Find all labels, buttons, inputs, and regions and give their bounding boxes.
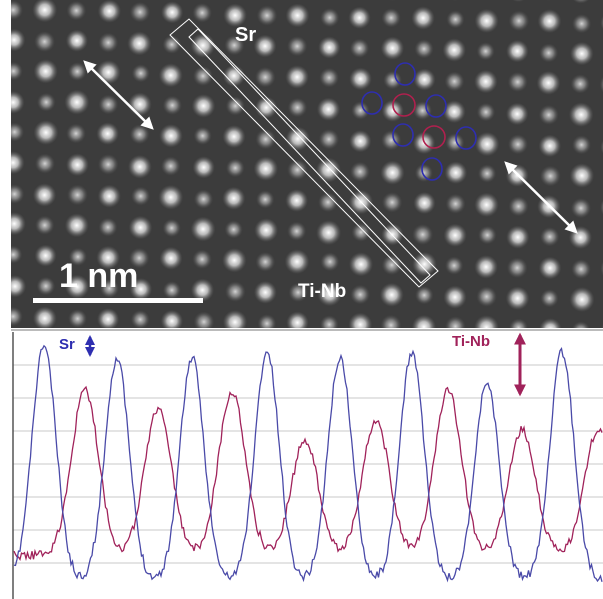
direction-arrow-right [504, 161, 578, 234]
profile-sr-label: Sr [59, 336, 75, 353]
scale-bar-label: 1 nm [59, 257, 138, 295]
stem-micrograph: Sr Ti-Nb 1 nm [11, 0, 603, 328]
tinb-column-marker [422, 125, 446, 149]
sr-intensity-trace [13, 344, 603, 583]
sr-label: Sr [235, 24, 256, 46]
atom-lattice [11, 0, 603, 328]
sr-column-marker [421, 157, 443, 181]
profile-tinb-label: Ti-Nb [452, 333, 490, 350]
intensity-profile: Sr Ti-Nb [11, 329, 603, 599]
sr-column-marker [455, 126, 477, 150]
sr-column-marker [392, 123, 414, 147]
sr-column-marker [394, 62, 416, 86]
scale-bar-line [33, 298, 203, 303]
tinb-column-marker [392, 93, 416, 117]
profile-gridlines [13, 364, 603, 564]
line-profile-box [169, 18, 439, 288]
sr-column-marker [361, 91, 383, 115]
tinb-label: Ti-Nb [298, 281, 346, 302]
scale-bar: 1 nm [33, 257, 203, 303]
direction-arrow-left [83, 60, 154, 130]
atom-column-markers [361, 62, 477, 181]
sr-column-marker [425, 94, 447, 118]
